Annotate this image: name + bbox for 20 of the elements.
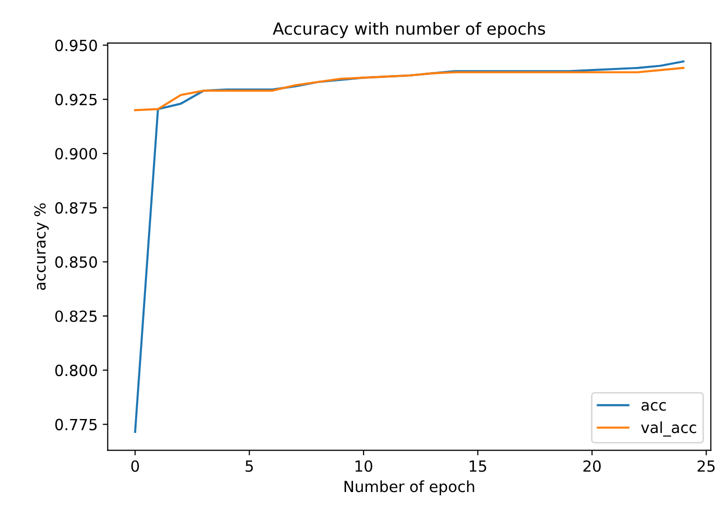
x-tick-label: 0 [131, 460, 139, 472]
y-tick-label: 0.925 [55, 94, 97, 106]
x-tick-label: 10 [356, 460, 372, 472]
y-tick-label: 0.950 [55, 40, 97, 52]
x-axis-title: Number of epoch [344, 480, 474, 496]
x-tick-label: 20 [583, 460, 601, 472]
y-tick-label: 0.850 [55, 256, 97, 268]
chart-title: Accuracy with number of epochs [272, 22, 546, 38]
legend-label: val_acc [641, 421, 696, 437]
legend-label: acc [642, 402, 666, 411]
x-tick-label: 15 [470, 460, 486, 472]
y-axis-title: accuracy % [34, 203, 49, 290]
y-tick-label: 0.900 [55, 148, 97, 160]
line-series [134, 66, 684, 112]
y-tick-label: 0.800 [55, 364, 97, 376]
y-tick-label: 0.825 [55, 310, 97, 322]
y-tick-label: 0.775 [55, 418, 97, 430]
x-tick-label: 25 [698, 460, 715, 472]
y-tick-label: 0.875 [55, 202, 97, 214]
x-tick-label: 5 [246, 460, 253, 472]
